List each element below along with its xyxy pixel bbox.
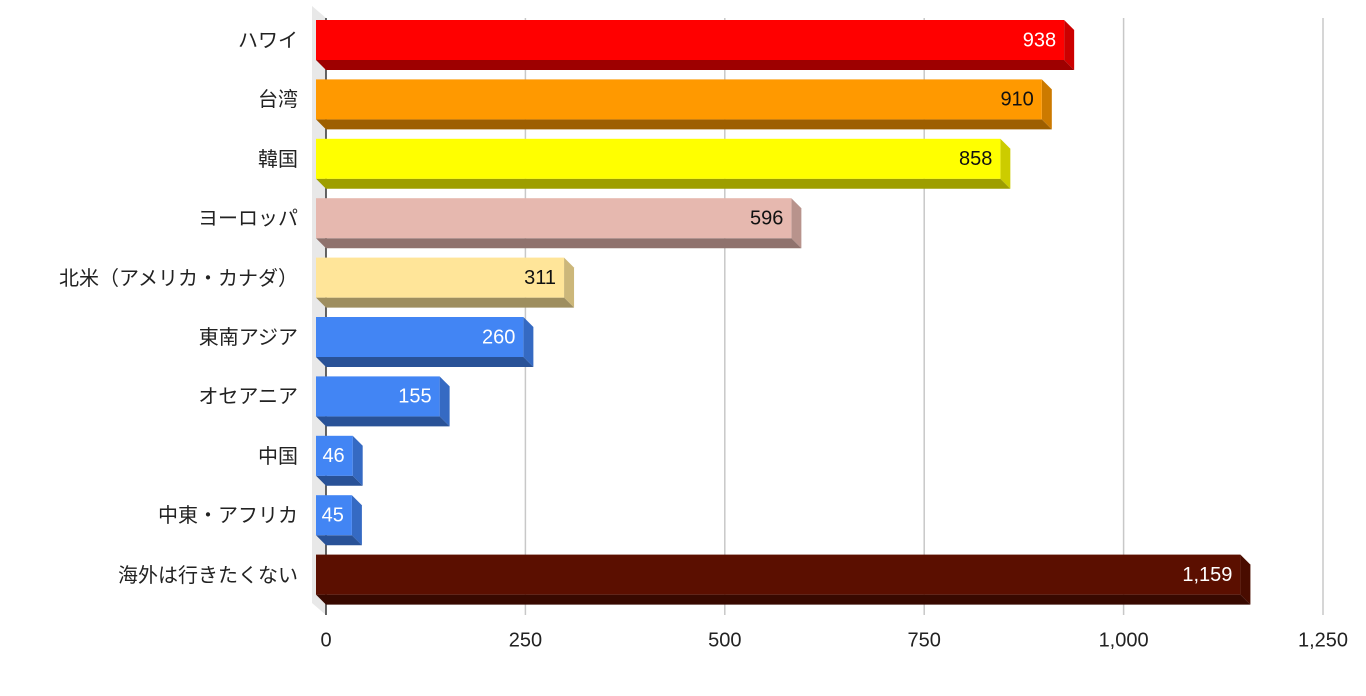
value-label: 311 [524,267,556,289]
bar-side [1064,20,1075,70]
bar-side [1041,79,1052,130]
bar [316,317,534,367]
x-tick-label: 1,000 [1099,629,1149,651]
y-tick-label: 韓国 [258,146,298,171]
bar-front [316,435,353,476]
x-tick-label: 250 [509,629,542,651]
bar [316,79,1052,130]
bar-bottom [316,416,450,427]
bar-front [316,257,565,298]
bar-side [791,198,802,249]
bar [316,257,575,308]
bar-side [351,495,362,546]
bar-bottom [316,475,363,486]
bar [316,495,362,546]
bar-front [316,138,1001,179]
bar-bottom [316,357,534,367]
bar [316,198,802,249]
bar [316,376,450,427]
value-label: 155 [398,386,431,408]
bar [316,138,1011,189]
bar-bottom [316,178,1011,189]
bar-bottom [316,119,1052,130]
y-tick-label: ハワイ [238,28,298,52]
x-tick-label: 500 [708,629,741,651]
y-tick-label: 台湾 [258,87,298,112]
bar-side [564,257,575,308]
bar-bottom [316,238,802,249]
bar [316,435,363,486]
bar-side [1000,138,1011,189]
value-label: 858 [959,148,992,170]
value-label: 910 [1000,89,1033,111]
value-label: 45 [322,504,344,526]
bar-front [316,317,524,357]
value-label: 260 [482,326,515,348]
bar-bottom [316,594,1251,605]
bar-front [316,20,1065,60]
y-tick-label: 海外は行きたくない [118,562,298,587]
bar [316,554,1251,605]
y-tick-label: 北米（アメリカ・カナダ） [59,265,298,290]
bar-bottom [316,60,1075,70]
bar-side [352,435,363,486]
value-label: 46 [322,445,344,467]
x-tick-label: 0 [320,629,331,651]
value-label: 596 [750,207,783,229]
bar-side [1240,554,1251,605]
bar-bottom [316,297,575,308]
bar-front [316,376,440,417]
y-tick-label: オセアニア [198,384,298,409]
bar-bottom [316,535,362,546]
bar-front [316,554,1241,595]
bar-side [523,317,534,367]
y-tick-label: 中国 [258,443,298,468]
bar-side [439,376,450,427]
y-tick-label: ヨーロッパ [198,206,298,231]
y-tick-label: 中東・アフリカ [158,503,298,528]
value-label: 938 [1023,29,1056,51]
bar [316,20,1075,70]
y-tick-label: 東南アジア [198,325,298,349]
x-tick-label: 1,250 [1298,629,1348,651]
bar-front [316,79,1042,120]
bar-front [316,198,792,239]
value-label: 1,159 [1182,564,1232,586]
bar-front [316,495,352,536]
x-tick-label: 750 [908,629,941,651]
